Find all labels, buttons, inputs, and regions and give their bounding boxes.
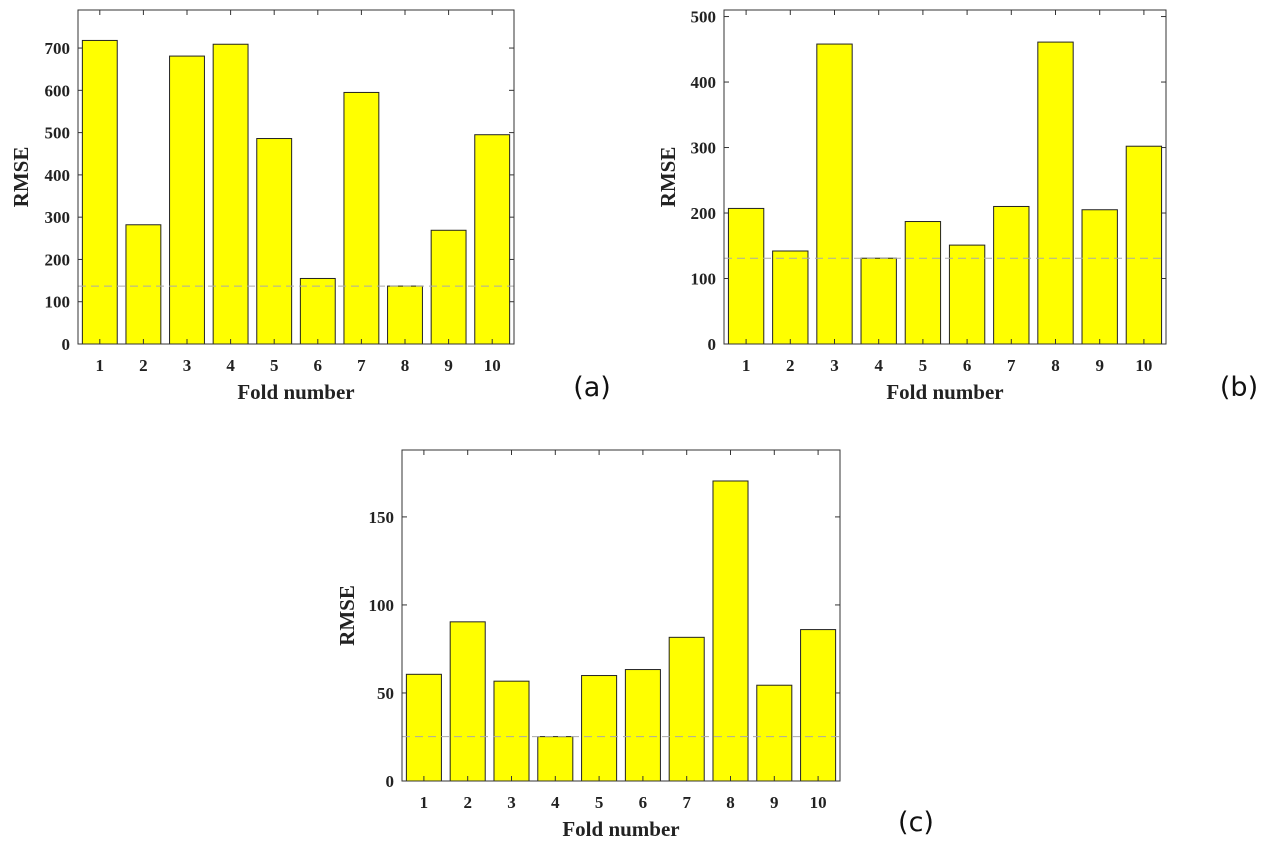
y-tick-label: 500 (45, 124, 71, 143)
axes-frame (77, 9, 515, 345)
x-tick-label: 2 (463, 793, 472, 812)
bar-fold-7 (668, 636, 705, 782)
x-tick-label: 3 (507, 793, 516, 812)
x-axis-title: Fold number (237, 380, 354, 404)
x-tick-label: 8 (401, 356, 410, 375)
x-tick-label: 6 (639, 793, 648, 812)
x-tick-label: 10 (484, 356, 501, 375)
x-tick-label: 6 (963, 356, 972, 375)
bar-fold-5 (581, 675, 618, 782)
x-tick-label: 10 (1135, 356, 1152, 375)
y-tick-label: 100 (369, 596, 395, 615)
axes-frame (723, 9, 1167, 345)
x-tick-label: 9 (770, 793, 779, 812)
y-tick-label: 700 (45, 39, 71, 58)
x-tick-label: 4 (874, 356, 883, 375)
chart-panel-b: 0 100 200 300 400 500 1 2 3 4 5 6 7 8 9 10 Fold number RM… (656, 8, 1258, 404)
y-axis-title: RMSE (335, 585, 359, 646)
bar-fold-3 (493, 680, 530, 782)
bar-fold-8 (387, 285, 423, 345)
bar-fold-4 (212, 43, 249, 345)
y-tick-label: 0 (708, 335, 717, 354)
x-tick-label: 7 (357, 356, 366, 375)
x-tick-label: 5 (270, 356, 279, 375)
bar-fold-2 (772, 250, 809, 345)
y-tick-label: 300 (45, 208, 71, 227)
x-tick-label: 4 (551, 793, 560, 812)
bar-fold-3 (169, 55, 205, 345)
x-tick-label: 8 (1051, 356, 1060, 375)
bar-fold-2 (449, 621, 486, 782)
bar-fold-6 (624, 669, 661, 782)
bar-fold-1 (405, 673, 442, 782)
x-tick-label: 9 (1095, 356, 1104, 375)
x-axis-title: Fold number (562, 817, 679, 841)
bar-fold-7 (343, 91, 380, 345)
x-tick-label: 3 (830, 356, 839, 375)
x-tick-label: 3 (183, 356, 192, 375)
y-tick-label: 100 (45, 293, 71, 312)
bar-fold-7 (993, 205, 1030, 345)
x-tick-label: 4 (226, 356, 235, 375)
bar-fold-9 (756, 684, 793, 782)
x-tick-label: 2 (786, 356, 795, 375)
x-tick-label: 10 (810, 793, 827, 812)
x-tick-label: 8 (726, 793, 735, 812)
y-tick-label: 0 (62, 335, 71, 354)
bar-fold-5 (256, 138, 293, 345)
x-tick-label: 1 (420, 793, 429, 812)
y-tick-label: 100 (691, 270, 717, 289)
chart-panel-c: 0 50 100 150 1 2 3 4 5 6 7 8 9 10 Fold number RMSE (c) (335, 449, 934, 841)
bar-fold-6 (299, 277, 336, 345)
bar-fold-8 (1037, 41, 1074, 345)
panel-label: (a) (573, 372, 611, 403)
y-tick-label: 300 (691, 139, 717, 158)
y-tick-label: 600 (45, 81, 71, 100)
y-tick-label: 150 (369, 508, 395, 527)
x-tick-label: 7 (682, 793, 691, 812)
bar-fold-8 (712, 480, 749, 782)
chart-panel-a: 0 100 200 300 400 500 600 700 1 2 3 4 5 6 7 8 9 10 Fold nu… (9, 9, 611, 404)
bar-fold-4 (537, 736, 574, 782)
bar-fold-4 (860, 257, 897, 345)
x-tick-label: 2 (139, 356, 148, 375)
x-tick-label: 9 (444, 356, 453, 375)
x-tick-label: 6 (314, 356, 323, 375)
y-axis-title: RMSE (9, 147, 33, 208)
bar-fold-1 (727, 207, 765, 345)
bar-fold-10 (474, 134, 511, 345)
panel-label: (b) (1220, 372, 1258, 403)
y-tick-label: 200 (45, 250, 71, 269)
y-tick-label: 200 (691, 204, 717, 223)
y-axis-title: RMSE (656, 147, 680, 208)
y-tick-label: 500 (691, 8, 717, 27)
x-axis-title: Fold number (886, 380, 1003, 404)
x-tick-label: 1 (96, 356, 105, 375)
y-tick-label: 400 (691, 73, 717, 92)
bar-fold-10 (800, 629, 837, 782)
bar-fold-1 (81, 39, 118, 345)
axes-frame (401, 449, 841, 782)
bar-fold-5 (904, 221, 942, 345)
x-tick-label: 1 (742, 356, 751, 375)
x-tick-label: 5 (919, 356, 928, 375)
y-tick-label: 50 (377, 684, 394, 703)
bar-fold-10 (1125, 145, 1163, 345)
x-tick-label: 5 (595, 793, 604, 812)
y-tick-label: 0 (386, 772, 395, 791)
y-tick-label: 400 (45, 166, 71, 185)
bar-fold-9 (430, 229, 467, 345)
bar-fold-2 (125, 224, 162, 345)
x-tick-label: 7 (1007, 356, 1016, 375)
panel-label: (c) (898, 807, 934, 838)
bar-fold-3 (816, 43, 853, 345)
bar-fold-6 (948, 244, 986, 345)
bar-fold-9 (1081, 209, 1118, 345)
